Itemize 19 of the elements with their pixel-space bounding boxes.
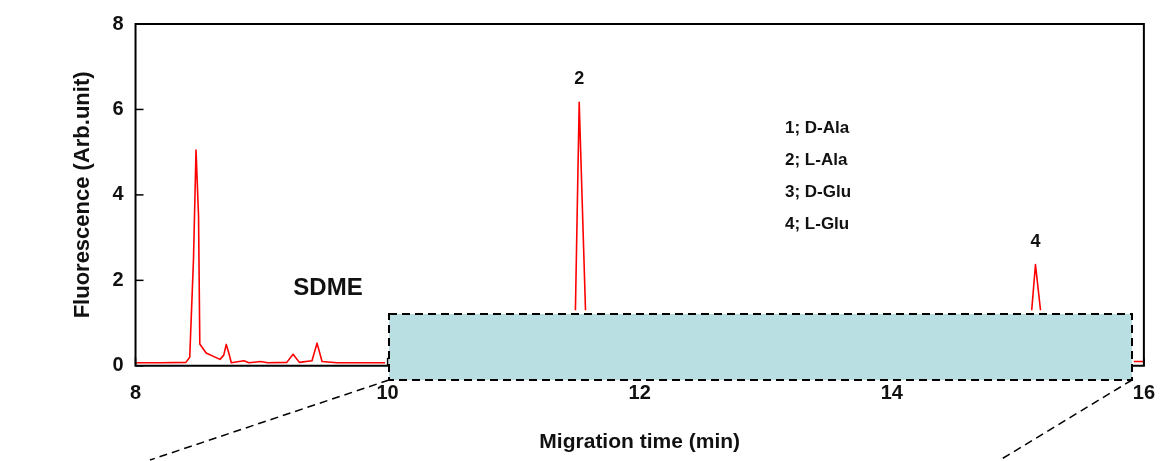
annotation: 2 — [574, 68, 585, 89]
x-tick-label: 12 — [628, 381, 651, 404]
y-tick-label: 6 — [112, 96, 124, 119]
x-tick-label: 14 — [880, 381, 904, 404]
annotation: 2; L-Ala — [785, 149, 848, 169]
y-axis-title: Fluorescence (Arb.unit) — [69, 71, 95, 319]
annotation: 3; D-Glu — [785, 181, 852, 201]
x-tick-label: 8 — [129, 381, 142, 404]
annotation: 1; D-Ala — [785, 117, 850, 137]
x-tick-label: 10 — [376, 381, 399, 404]
y-tick-label: 0 — [112, 353, 124, 376]
x-tick-label: 16 — [1132, 381, 1155, 404]
y-tick-label: 4 — [112, 182, 125, 205]
x-axis-title: Migration time (min) — [539, 429, 741, 453]
y-tick-label: 8 — [112, 11, 124, 34]
annotation: 4 — [1030, 230, 1041, 251]
y-tick-label: 2 — [112, 267, 124, 290]
annotation: 4; L-Glu — [785, 213, 850, 233]
annotation: SDME — [293, 272, 363, 300]
